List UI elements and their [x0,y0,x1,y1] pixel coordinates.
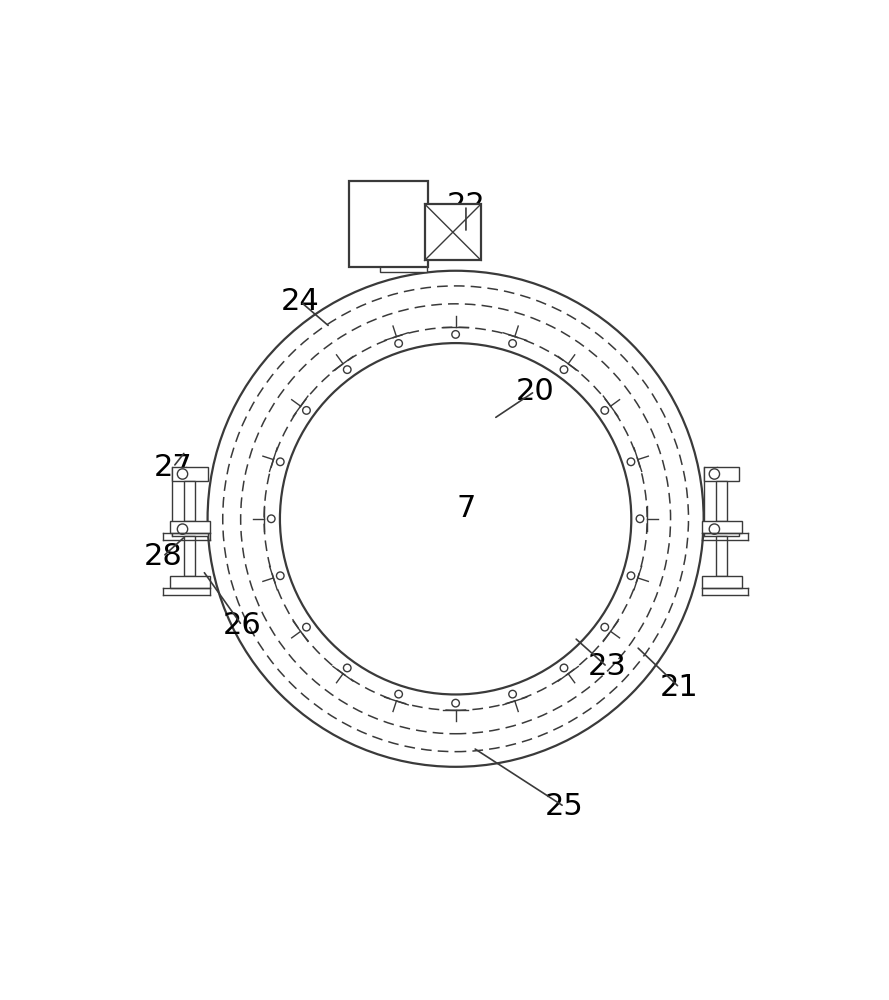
Text: 24: 24 [281,287,320,316]
Bar [425,204,481,260]
Bar [170,576,210,588]
Bar [172,522,208,536]
Text: 28: 28 [143,542,182,571]
Bar [701,521,741,533]
Text: 20: 20 [516,377,554,406]
Text: 27: 27 [154,453,193,482]
Bar [380,262,427,272]
Bar [184,536,196,576]
Text: 22: 22 [446,191,485,220]
Bar [704,522,740,536]
Bar [184,481,196,521]
Bar [716,481,727,521]
Text: 23: 23 [588,652,627,681]
Bar [348,181,428,267]
Bar [170,521,210,533]
Text: 26: 26 [222,611,261,640]
Bar [701,576,741,588]
Text: 21: 21 [661,673,699,702]
Bar [704,467,740,481]
Text: 7: 7 [456,494,476,523]
Text: 25: 25 [545,792,584,821]
Bar [172,467,208,481]
Bar [716,536,727,576]
